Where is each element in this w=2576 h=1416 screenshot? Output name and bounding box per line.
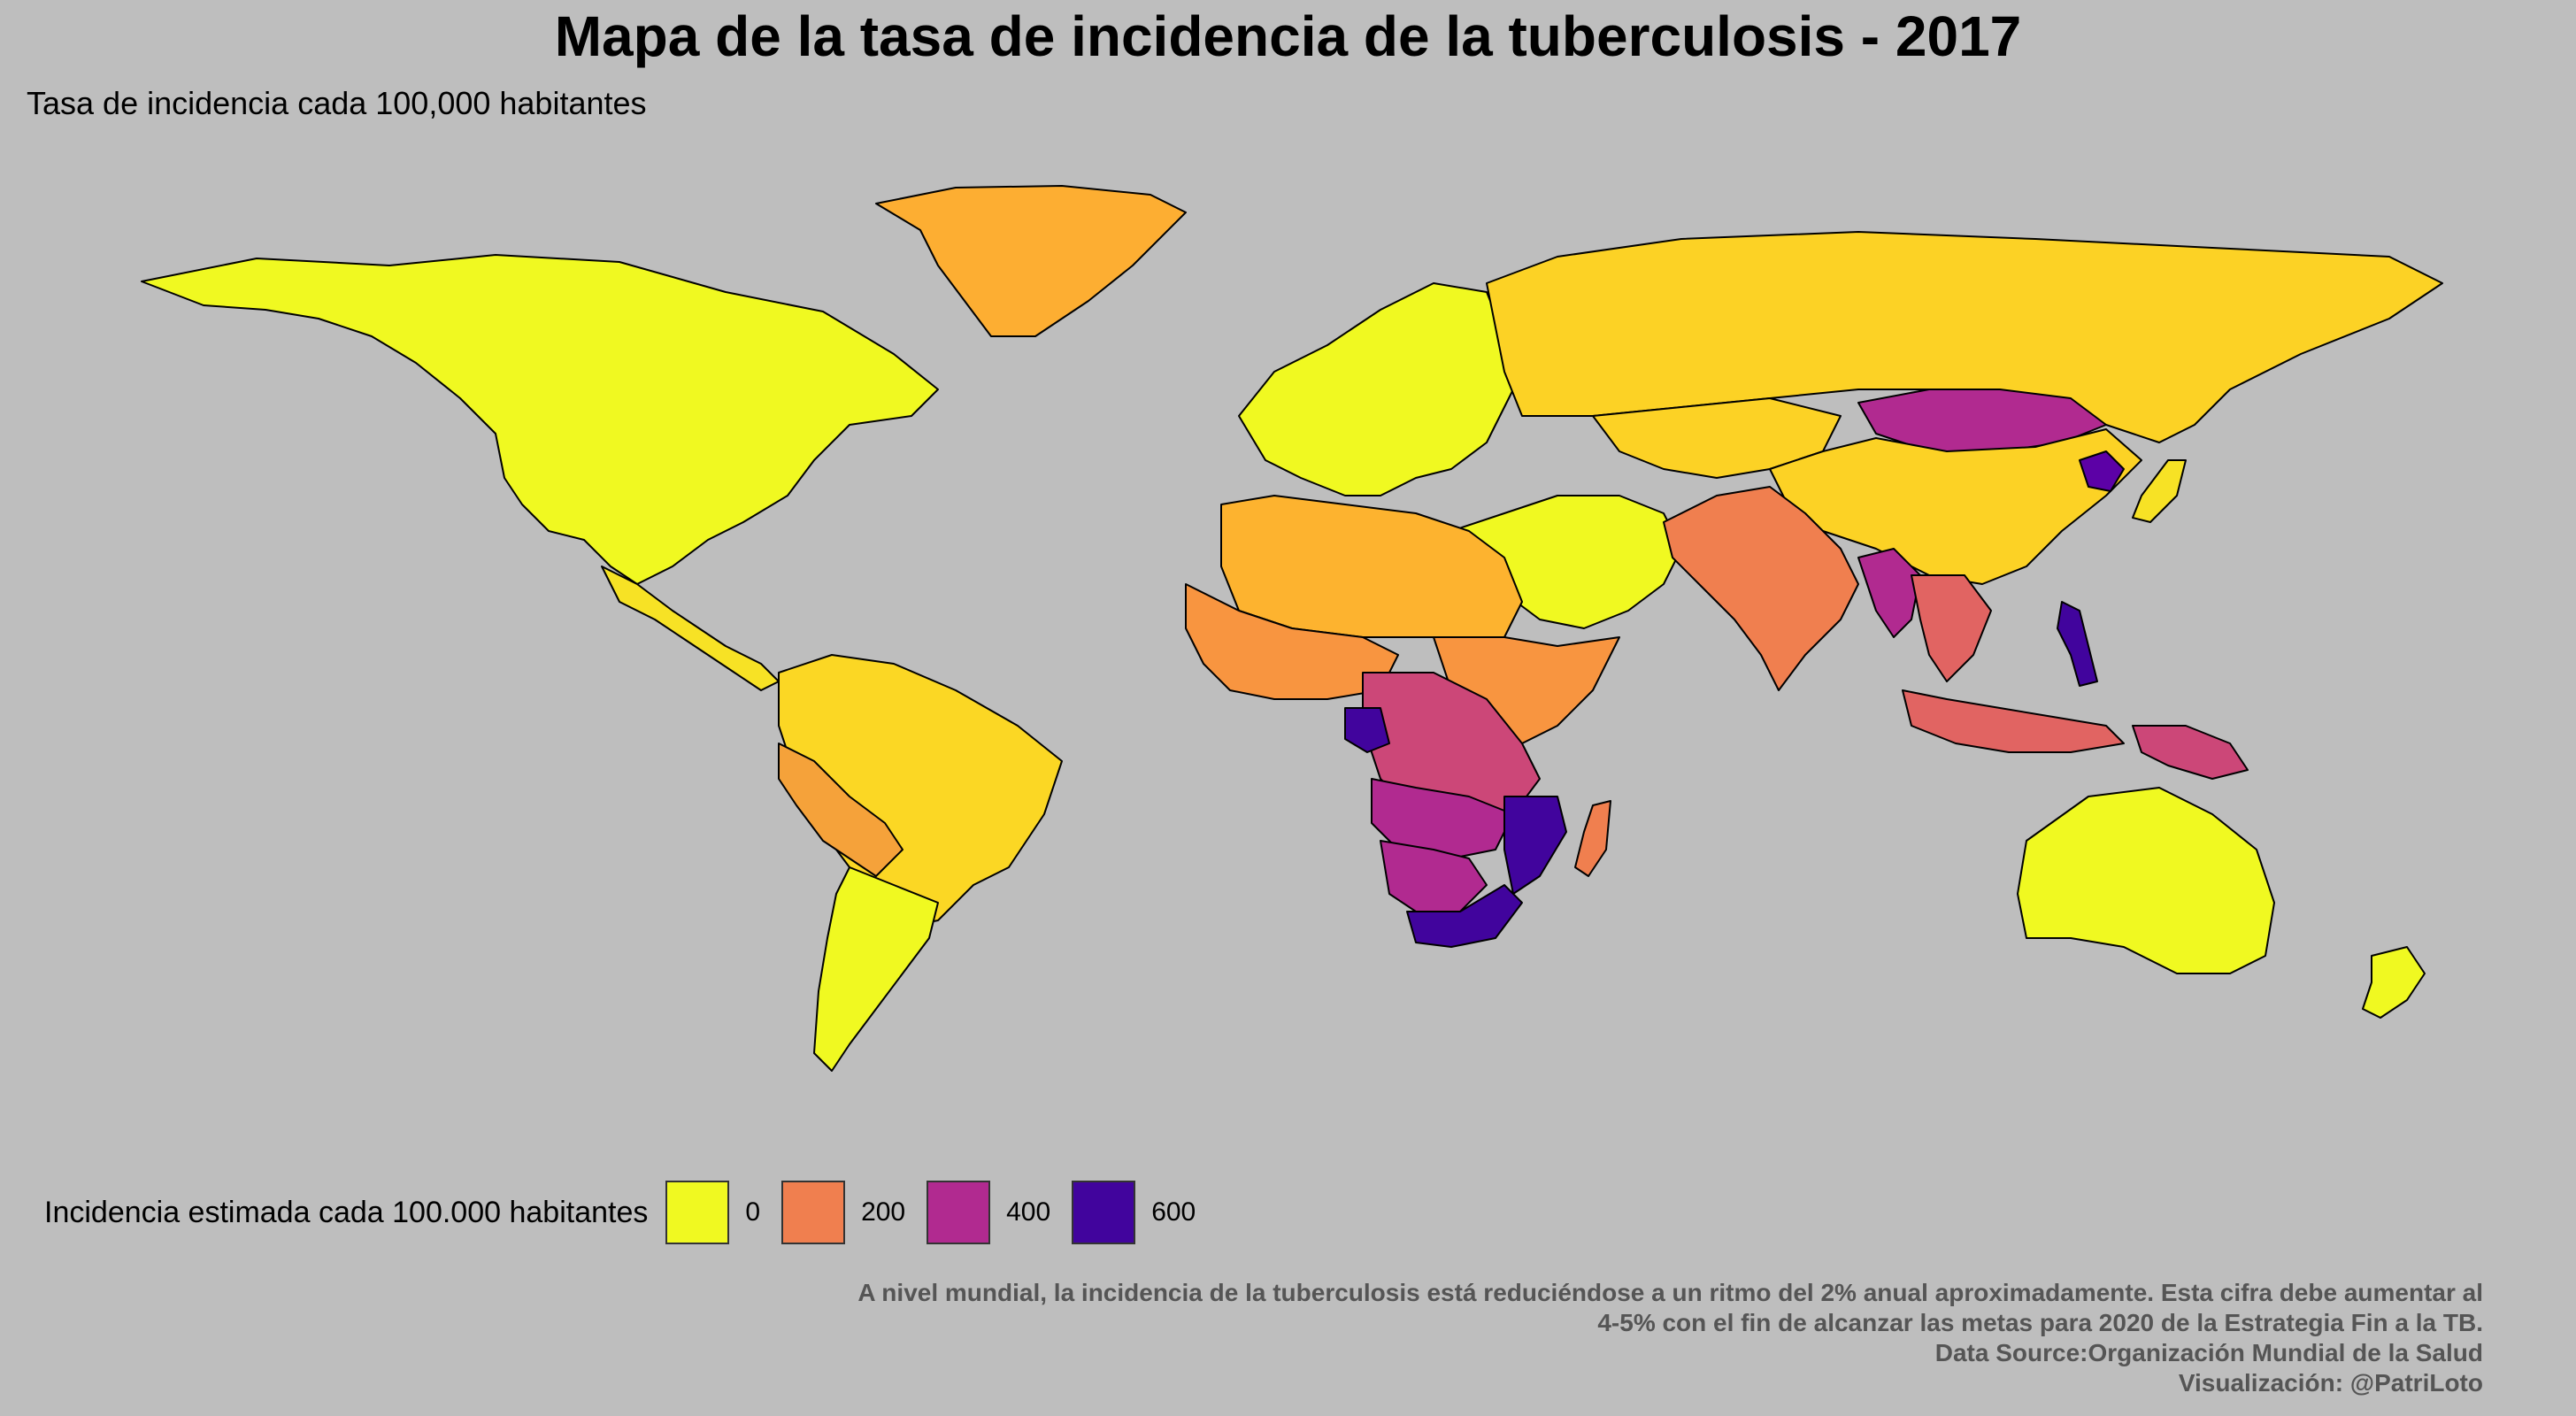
region-papua-new-guinea: [2132, 725, 2249, 780]
legend: Incidencia estimada cada 100.000 habitan…: [44, 1177, 1217, 1248]
region-north-america: [141, 254, 939, 585]
legend-swatch: [1072, 1181, 1136, 1244]
legend-item: 400: [927, 1181, 1050, 1244]
region-north-korea: [2079, 450, 2125, 492]
region-australia: [2017, 787, 2275, 974]
legend-swatch: [781, 1181, 846, 1244]
region-gabon-congo: [1344, 707, 1390, 753]
region-namibia-botswana: [1380, 840, 1488, 912]
region-myanmar: [1857, 548, 1921, 638]
region-madagascar: [1574, 800, 1611, 877]
region-new-zealand: [2362, 946, 2426, 1019]
caption: A nivel mundial, la incidencia de la tub…: [536, 1278, 2483, 1398]
region-japan: [2132, 459, 2187, 523]
region-chile-argentina: [813, 866, 939, 1072]
region-indonesia: [1902, 689, 2125, 753]
caption-line: 4-5% con el fin de alcanzar las metas pa…: [1597, 1309, 2483, 1336]
region-north-africa: [1220, 495, 1523, 638]
region-india-pakistan: [1663, 486, 1859, 691]
legend-label: 200: [861, 1197, 906, 1227]
region-mozambique: [1503, 796, 1567, 895]
legend-item: 600: [1072, 1181, 1196, 1244]
map-subtitle: Tasa de incidencia cada 100,000 habitant…: [27, 85, 647, 121]
region-greenland: [875, 185, 1187, 337]
region-china: [1769, 428, 2142, 585]
legend-swatch: [927, 1181, 991, 1244]
data-source: Data Source:Organización Mundial de la S…: [1934, 1339, 2483, 1366]
region-south-africa: [1406, 884, 1523, 948]
caption-line: A nivel mundial, la incidencia de la tub…: [857, 1279, 2483, 1306]
region-central-america: [601, 566, 780, 691]
region-southeast-asia: [1911, 574, 1992, 682]
legend-item: 0: [665, 1181, 760, 1244]
legend-label: 400: [1006, 1197, 1051, 1227]
legend-title: Incidencia estimada cada 100.000 habitan…: [44, 1195, 649, 1229]
region-peru-bolivia: [778, 743, 904, 877]
region-west-africa: [1185, 583, 1399, 700]
region-philippines: [2057, 601, 2098, 687]
legend-item: 200: [781, 1181, 905, 1244]
legend-label: 0: [745, 1197, 761, 1227]
legend-label: 600: [1151, 1197, 1196, 1227]
region-europe: [1238, 282, 1523, 496]
visualization-credit: Visualización: @PatriLoto: [2178, 1369, 2483, 1397]
legend-swatch: [665, 1181, 730, 1244]
region-angola-zambia: [1371, 778, 1514, 859]
map-title: Mapa de la tasa de incidencia de la tube…: [554, 4, 2022, 68]
